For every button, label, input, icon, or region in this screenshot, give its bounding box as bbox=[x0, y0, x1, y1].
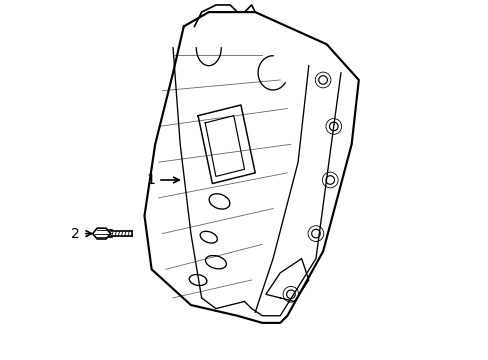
Text: 2: 2 bbox=[71, 226, 91, 240]
Text: 1: 1 bbox=[146, 173, 179, 187]
